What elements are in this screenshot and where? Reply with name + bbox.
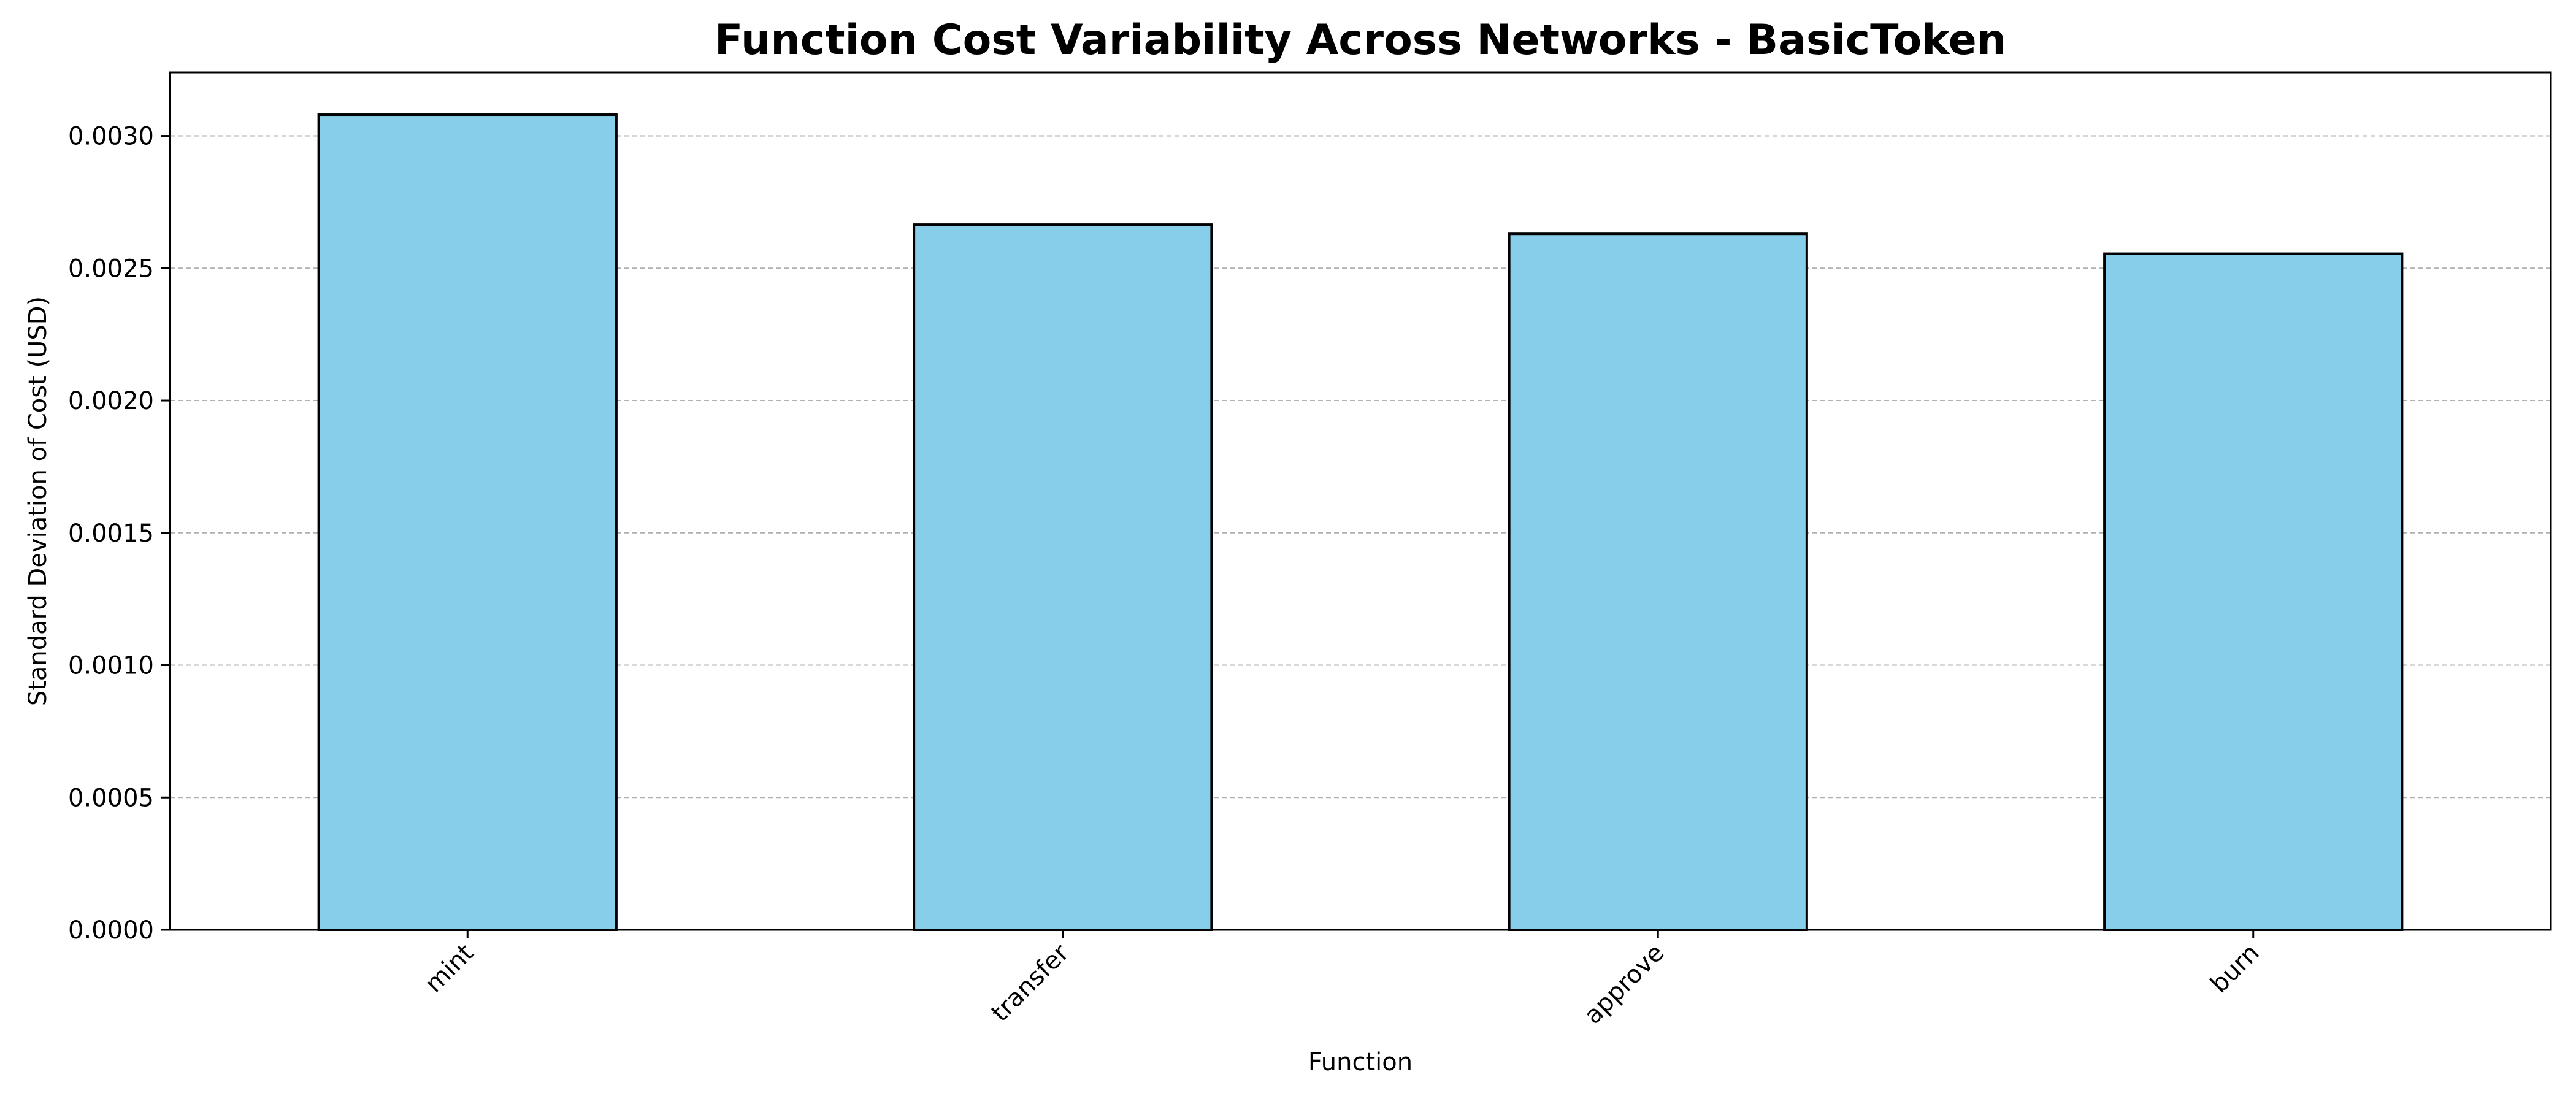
y-tick-label: 0.0005	[68, 784, 154, 812]
y-tick-label: 0.0015	[68, 519, 154, 548]
y-axis-ticks: 0.0000 0.0005 0.0010 0.0015 0.0020 0.0025 0.00…	[68, 123, 170, 945]
y-axis-label: Standard Deviation of Cost (USD)	[24, 296, 52, 706]
y-tick-label: 0.0010	[68, 652, 154, 680]
gridlines	[170, 135, 2551, 799]
bar-mint	[317, 113, 618, 932]
plot-frame	[169, 71, 2552, 931]
bars	[317, 113, 2404, 932]
y-tick-label: 0.0020	[68, 387, 154, 415]
y-tick-label: 0.0025	[68, 255, 154, 283]
chart-title: Function Cost Variability Across Network…	[715, 16, 2006, 64]
y-tick-label: 0.0030	[68, 123, 154, 151]
x-axis-label: Function	[1308, 1048, 1413, 1076]
bar-approve	[1508, 232, 1808, 931]
bar-transfer	[913, 223, 1213, 932]
y-tick-label: 0.0000	[68, 916, 154, 945]
bar-burn	[2103, 252, 2404, 931]
